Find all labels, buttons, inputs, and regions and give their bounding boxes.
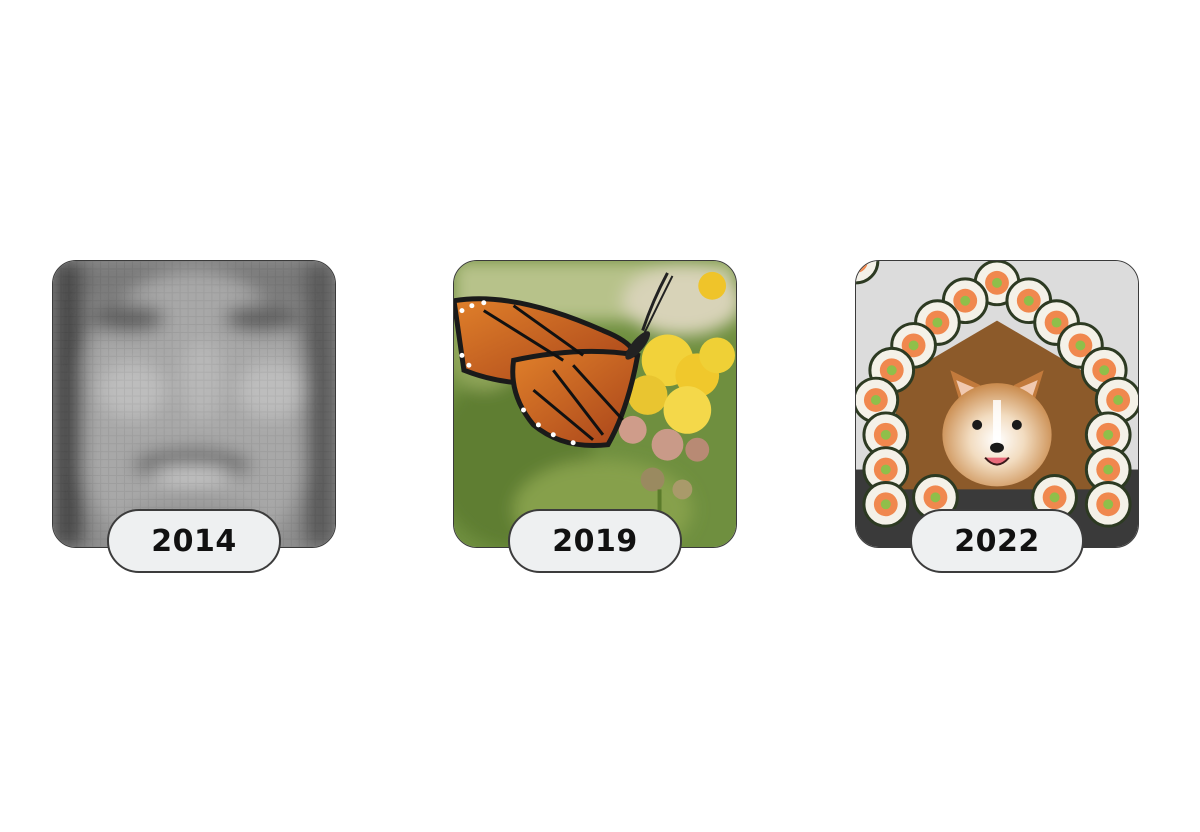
corgi-sushi-image — [855, 260, 1139, 548]
card-2022: 2022 — [855, 260, 1139, 573]
butterfly-image — [453, 260, 737, 548]
year-label-2022: 2022 — [910, 509, 1084, 573]
card-2019: 2019 — [453, 260, 737, 573]
card-2014: 2014 — [52, 260, 336, 573]
face-image — [52, 260, 336, 548]
year-label-2014: 2014 — [107, 509, 281, 573]
year-label-2019: 2019 — [508, 509, 682, 573]
